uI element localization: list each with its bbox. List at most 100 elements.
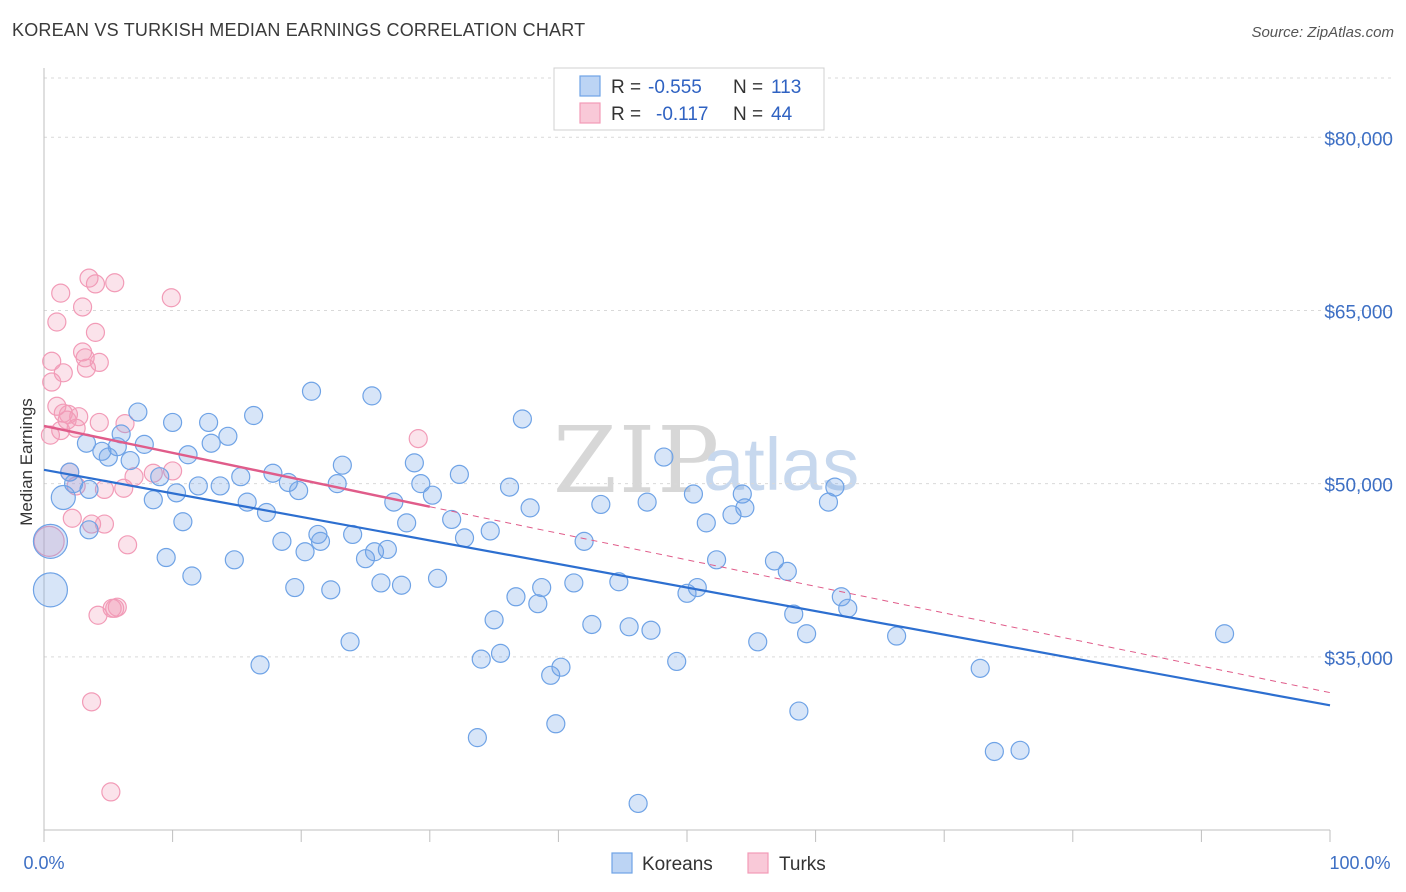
turks-point (89, 412, 109, 433)
turks-point (89, 352, 109, 373)
koreans-point (377, 539, 397, 560)
koreans-point (480, 521, 500, 541)
koreans-point (564, 573, 584, 593)
turks-trendline (43, 424, 431, 508)
koreans-point (188, 476, 208, 496)
koreans-point (442, 509, 462, 530)
koreans-point (641, 620, 661, 640)
turks-point (62, 508, 82, 528)
koreans-point (471, 649, 491, 669)
koreans-point (150, 467, 170, 487)
koreans-point (224, 550, 244, 570)
turks-point (33, 525, 65, 557)
bottom-legend-turks-label: Turks (779, 854, 826, 875)
koreans-point (391, 575, 412, 595)
koreans-point (285, 577, 305, 598)
chart-title: KOREAN VS TURKISH MEDIAN EARNINGS CORREL… (12, 20, 586, 40)
koreans-point (506, 587, 526, 607)
turks-points (33, 268, 428, 802)
koreans-point (619, 617, 639, 637)
bottom-legend-turks-swatch (747, 852, 769, 874)
koreans-point (1214, 624, 1235, 644)
koreans-point (310, 531, 331, 551)
koreans-point (984, 741, 1004, 762)
turks-point (72, 297, 93, 317)
koreans-point (301, 381, 322, 401)
koreans-point (295, 542, 315, 562)
koreans-point (825, 477, 845, 497)
turks-point (47, 312, 67, 332)
koreans-point (327, 474, 347, 494)
koreans-point (637, 492, 657, 512)
koreans-point (218, 426, 238, 446)
source-credit: Source: ZipAtlas.com (1251, 24, 1394, 41)
koreans-point (777, 561, 797, 581)
koreans-point (371, 573, 391, 593)
turks-point (69, 407, 89, 427)
koreans-point (574, 531, 594, 551)
turks-point (161, 288, 181, 308)
koreans-point (546, 714, 566, 734)
turks-point (105, 273, 125, 293)
turks-point (85, 322, 106, 342)
koreans-point (250, 655, 270, 675)
koreans-point (210, 476, 230, 496)
legend-turks-swatch (579, 102, 601, 124)
koreans-point (173, 512, 193, 532)
x-tick-label-min: 0.0% (23, 853, 64, 873)
series-legend: Koreans Turks (611, 852, 826, 875)
turks-point (85, 274, 106, 294)
koreans-point (838, 598, 858, 618)
turks-point (81, 692, 102, 712)
koreans-point (143, 490, 163, 510)
koreans-point (520, 498, 540, 518)
legend-koreans-r-value: -0.555 (648, 77, 702, 98)
koreans-point (32, 523, 69, 559)
koreans-point (609, 572, 629, 592)
bottom-legend-koreans-swatch (611, 852, 633, 874)
koreans-points (32, 381, 1235, 814)
koreans-point (683, 484, 704, 504)
koreans-point (467, 728, 487, 748)
y-tick-label: $65,000 (1324, 302, 1393, 323)
koreans-point (706, 550, 727, 570)
koreans-point (163, 412, 183, 433)
koreans-point (551, 657, 571, 677)
koreans-point (449, 464, 469, 484)
koreans-point (362, 386, 382, 406)
koreans-point (340, 632, 360, 652)
koreans-point (484, 610, 504, 630)
koreans-point (182, 566, 202, 586)
koreans-point (831, 587, 851, 607)
stats-legend: R = -0.555 N = 113 R = -0.117 N = 44 (553, 67, 825, 131)
legend-turks-r-label: R = (611, 104, 641, 125)
turks-point (42, 351, 62, 371)
koreans-point (528, 594, 548, 614)
koreans-point (512, 409, 532, 429)
koreans-point (427, 568, 448, 588)
koreans-point (532, 577, 552, 598)
koreans-point (789, 701, 809, 721)
trendlines (43, 424, 1331, 707)
koreans-point (397, 513, 417, 533)
koreans-point (120, 450, 140, 471)
turks-point (124, 467, 144, 487)
koreans-point (244, 405, 264, 426)
x-tick-label-max: 100.0% (1329, 853, 1390, 873)
koreans-point (582, 614, 602, 635)
koreans-point (628, 793, 648, 814)
legend-turks-n-label: N = (733, 104, 763, 125)
koreans-point (454, 528, 475, 548)
koreans-point (748, 632, 768, 652)
koreans-point (970, 658, 990, 678)
y-tick-label: $50,000 (1324, 476, 1393, 497)
y-tick-labels: $80,000 $65,000 $50,000 $35,000 (1324, 129, 1393, 670)
legend-koreans-n-value: 113 (771, 77, 801, 98)
koreans-point (887, 626, 907, 646)
koreans-point (404, 453, 424, 473)
watermark-atlas: atlas (703, 423, 859, 506)
turks-point (117, 535, 138, 555)
koreans-point (696, 513, 716, 533)
koreans-point (332, 455, 352, 475)
